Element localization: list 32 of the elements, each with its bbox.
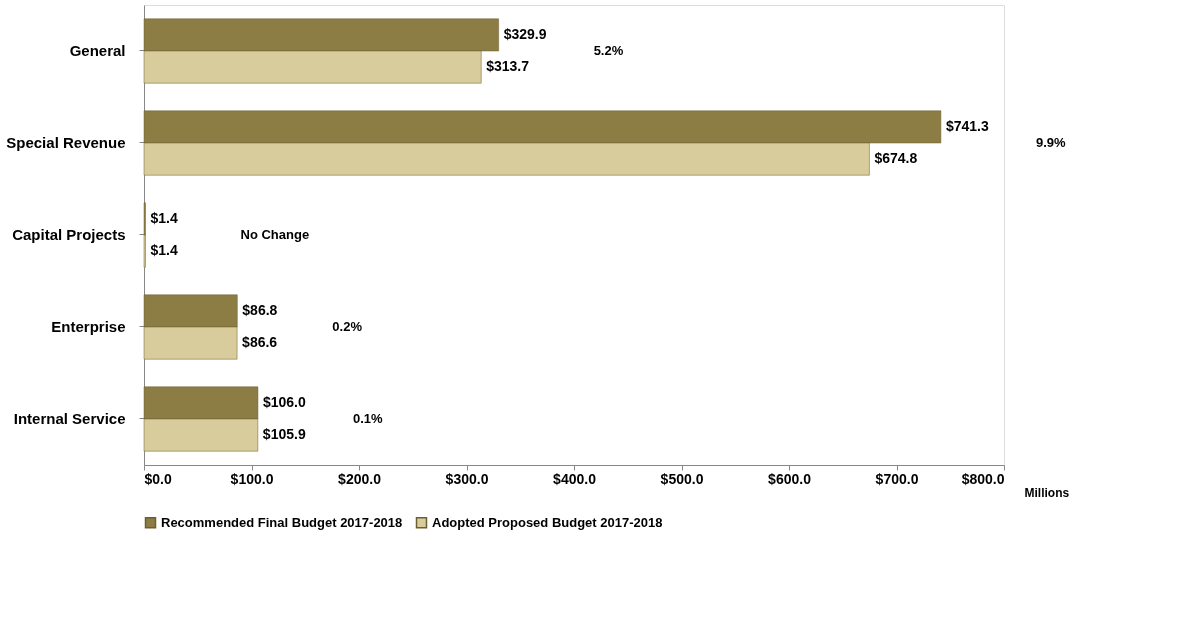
y-tick-label: General (69, 42, 126, 59)
x-tick-label: $700.0 (875, 470, 919, 487)
x-tick-label: $500.0 (660, 470, 704, 487)
data-label: $1.4 (150, 242, 178, 259)
data-label: $105.9 (262, 426, 306, 443)
x-tick-label: $300.0 (445, 470, 489, 487)
x-tick-label: $200.0 (338, 470, 382, 487)
x-axis-title: Millions (1024, 485, 1070, 500)
y-tick-label: Capital Projects (12, 226, 126, 243)
x-tick-label: $400.0 (553, 470, 597, 487)
annotation: No Change (240, 227, 310, 242)
y-tick-label: Special Revenue (6, 134, 126, 151)
data-label: $86.8 (242, 301, 278, 318)
data-label: $674.8 (874, 150, 918, 167)
annotation: 0.2% (332, 319, 363, 334)
y-tick-label: Internal Service (13, 410, 126, 427)
data-label: $86.6 (242, 334, 278, 351)
annotation: 0.1% (352, 411, 384, 426)
annotation: 5.2% (593, 43, 624, 58)
data-label: $313.7 (486, 58, 530, 75)
data-label: $106.0 (262, 393, 306, 410)
x-tick-label: $100.0 (230, 470, 274, 487)
text: 9.9% (1035, 135, 1066, 150)
x-tick-label: $0.0 (144, 470, 172, 487)
data-label: $741.3 (945, 117, 989, 134)
x-tick-label: $600.0 (768, 470, 812, 487)
legend-label: Adopted Proposed Budget 2017-2018 (432, 514, 663, 530)
x-tick-label: $800.0 (961, 470, 1005, 487)
legend-label: Recommended Final Budget 2017-2018 (161, 514, 403, 530)
y-tick-label: Enterprise (51, 318, 126, 335)
data-label: $1.4 (150, 209, 178, 226)
data-label: $329.9 (503, 25, 547, 42)
